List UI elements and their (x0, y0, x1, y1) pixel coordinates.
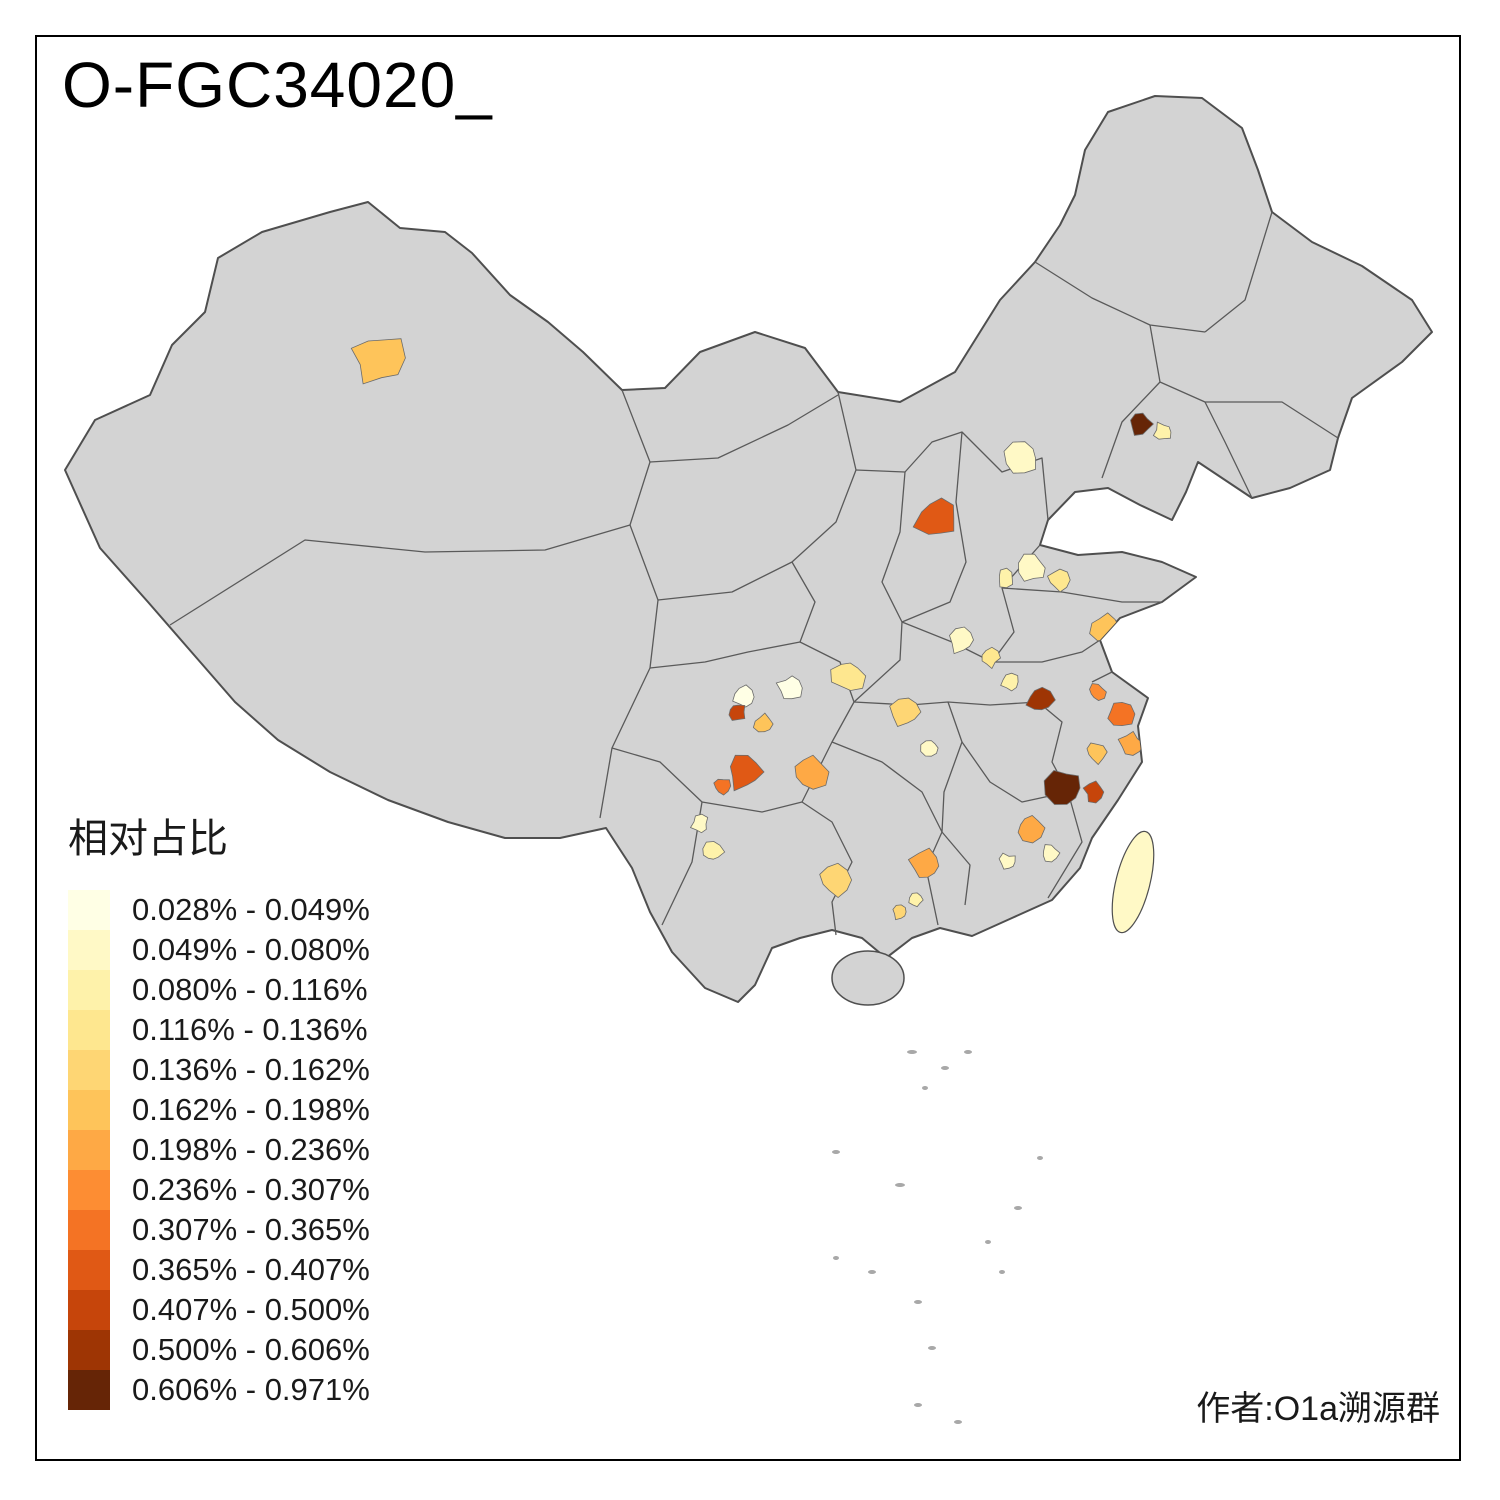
legend-swatch (68, 1130, 110, 1170)
map-region (752, 712, 774, 733)
map-region (889, 697, 922, 728)
legend-label: 0.116% - 0.136% (132, 1012, 368, 1047)
map-region (1003, 441, 1036, 474)
map-region (1025, 686, 1056, 711)
legend-swatch (68, 970, 110, 1010)
map-region (732, 684, 755, 708)
map-region (908, 892, 924, 908)
taiwan-island (1111, 830, 1155, 934)
province-boundaries (169, 211, 1339, 936)
choropleth-regions (350, 338, 1172, 921)
map-region (892, 904, 907, 921)
map-region (1043, 770, 1081, 805)
legend-label: 0.365% - 0.407% (132, 1252, 370, 1287)
legend-swatch (68, 890, 110, 930)
legend-swatch (68, 1290, 110, 1330)
legend-swatch (68, 1250, 110, 1290)
legend-label: 0.136% - 0.162% (132, 1052, 370, 1087)
map-region (981, 646, 1001, 670)
hainan-island (831, 950, 905, 1006)
plot-border (35, 35, 1461, 1461)
attribution: 作者:O1a溯源群 (1196, 1390, 1440, 1428)
map-region (702, 841, 726, 860)
legend-swatch (68, 1370, 110, 1410)
map-region (775, 675, 803, 700)
map-region (1000, 672, 1019, 692)
map-region (998, 567, 1014, 589)
legend-swatch (68, 1330, 110, 1370)
map-title: O-FGC34020_ (62, 49, 493, 121)
legend-label: 0.162% - 0.198% (132, 1092, 370, 1127)
legend-row: 0.307% - 0.365% (68, 1210, 370, 1250)
legend-title: 相对占比 (68, 817, 228, 861)
map-region (907, 847, 940, 878)
legend-label: 0.407% - 0.500% (132, 1292, 370, 1327)
map-region (729, 754, 765, 792)
legend-label: 0.028% - 0.049% (132, 892, 370, 927)
legend-label: 0.236% - 0.307% (132, 1172, 370, 1207)
south-china-sea-islets (832, 1050, 1043, 1424)
legend-swatch (68, 930, 110, 970)
legend-swatch (68, 1090, 110, 1130)
map-region (689, 813, 709, 834)
legend-row: 0.136% - 0.162% (68, 1050, 370, 1090)
legend-swatch (68, 1010, 110, 1050)
map-region (728, 704, 746, 721)
map-region (1017, 553, 1046, 582)
legend-label: 0.500% - 0.606% (132, 1332, 370, 1367)
map-region (794, 754, 830, 790)
map-region (1089, 683, 1107, 701)
map-region (713, 778, 732, 796)
legend-row: 0.162% - 0.198% (68, 1090, 370, 1130)
map-region (1042, 844, 1061, 863)
legend-row: 0.365% - 0.407% (68, 1250, 370, 1290)
map-region (1086, 742, 1108, 766)
legend-row: 0.080% - 0.116% (68, 970, 370, 1010)
legend-label: 0.307% - 0.365% (132, 1212, 370, 1247)
map-region (819, 862, 853, 899)
map-region (1082, 780, 1105, 804)
map-region (1130, 412, 1154, 436)
map-region (1117, 730, 1145, 756)
map-region (912, 497, 955, 535)
map-region (1017, 815, 1046, 844)
legend-label: 0.606% - 0.971% (132, 1372, 370, 1407)
map-region (350, 338, 406, 385)
legend-row: 0.049% - 0.080% (68, 930, 370, 970)
map-region (920, 740, 939, 757)
legend-row: 0.500% - 0.606% (68, 1330, 370, 1370)
map-region (830, 662, 867, 691)
map-region (949, 626, 974, 655)
legend-row: 0.236% - 0.307% (68, 1170, 370, 1210)
legend-row: 0.028% - 0.049% (68, 890, 370, 930)
legend-items: 0.028% - 0.049% 0.049% - 0.080% 0.080% - 0… (68, 890, 370, 1410)
legend-row: 0.606% - 0.971% (68, 1370, 370, 1410)
legend: 相对占比 0.028% - 0.049% 0.049% - 0.080% 0.080… (68, 806, 370, 1410)
mainland-outline (64, 95, 1433, 1003)
legend-row: 0.116% - 0.136% (68, 1010, 370, 1050)
legend-label: 0.049% - 0.080% (132, 932, 370, 967)
legend-row: 0.198% - 0.236% (68, 1130, 370, 1170)
map-region (1107, 701, 1136, 727)
map-region (998, 852, 1016, 870)
legend-swatch (68, 1210, 110, 1250)
legend-swatch (68, 1170, 110, 1210)
map-region (1046, 568, 1071, 593)
legend-label: 0.198% - 0.236% (132, 1132, 370, 1167)
legend-row: 0.407% - 0.500% (68, 1290, 370, 1330)
legend-label: 0.080% - 0.116% (132, 972, 368, 1007)
map-region (1152, 421, 1172, 440)
legend-swatch (68, 1050, 110, 1090)
